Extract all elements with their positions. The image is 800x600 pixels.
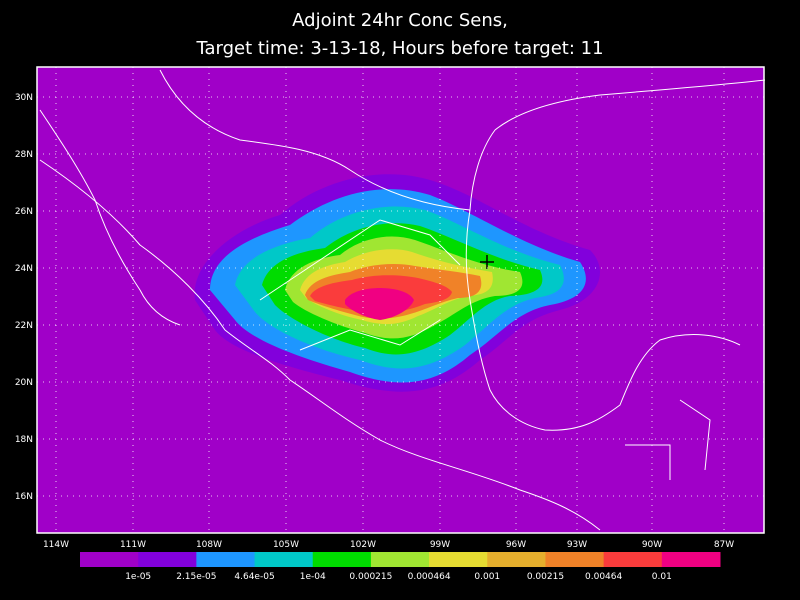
colorbar-label: 0.000215 bbox=[349, 572, 392, 582]
colorbar-label: 1e-04 bbox=[300, 572, 326, 582]
lon-label: 111W bbox=[120, 540, 146, 550]
lon-label: 93W bbox=[567, 540, 587, 550]
axis-labels: 30N 28N 26N 24N 22N 20N 18N 16N 114W 111W 108W 105W… bbox=[15, 67, 764, 550]
colorbar-swatch bbox=[254, 552, 314, 567]
lon-label: 102W bbox=[350, 540, 376, 550]
coastlines bbox=[39, 69, 766, 531]
lat-label: 16N bbox=[15, 492, 33, 502]
colorbar-label: 4.64e-05 bbox=[234, 572, 274, 582]
colorbar-swatch bbox=[370, 552, 430, 567]
colorbar-swatch bbox=[312, 552, 372, 567]
lat-label: 30N bbox=[15, 93, 33, 103]
colorbar-swatch bbox=[603, 552, 663, 567]
colorbar-label: 2.15e-05 bbox=[176, 572, 216, 582]
colorbar-swatch bbox=[429, 552, 488, 567]
colorbar-label: 0.00464 bbox=[585, 572, 622, 582]
lat-label: 26N bbox=[15, 207, 33, 217]
lon-label: 96W bbox=[506, 540, 526, 550]
sensitivity-field bbox=[194, 174, 600, 392]
lat-label: 24N bbox=[15, 264, 33, 274]
colorbar-label: 1e-05 bbox=[125, 572, 151, 582]
colorbar-swatch bbox=[196, 552, 256, 567]
colorbar-label: 0.000464 bbox=[408, 572, 451, 582]
lat-label: 20N bbox=[15, 378, 33, 388]
colorbar-label: 0.00215 bbox=[527, 572, 564, 582]
title-line-2: Target time: 3-13-18, Hours before targe… bbox=[195, 38, 603, 59]
colorbar-swatch bbox=[545, 552, 605, 567]
lat-label: 18N bbox=[15, 435, 33, 445]
title-line-1: Adjoint 24hr Conc Sens, bbox=[292, 10, 508, 31]
colorbar-swatch bbox=[487, 552, 546, 567]
colorbar-label: 0.001 bbox=[474, 572, 500, 582]
lon-label: 87W bbox=[714, 540, 734, 550]
lon-label: 114W bbox=[43, 540, 69, 550]
lat-label: 28N bbox=[15, 150, 33, 160]
lat-label: 22N bbox=[15, 321, 33, 331]
colorbar-swatch bbox=[138, 552, 197, 567]
lon-label: 108W bbox=[196, 540, 222, 550]
lon-label: 99W bbox=[430, 540, 450, 550]
lon-label: 105W bbox=[273, 540, 299, 550]
lon-label: 90W bbox=[642, 540, 662, 550]
colorbar-swatch bbox=[80, 552, 139, 567]
target-marker bbox=[480, 255, 494, 269]
colorbar: 1e-05 2.15e-05 4.64e-05 1e-04 0.000215 0.0004… bbox=[80, 552, 721, 582]
colorbar-swatch bbox=[661, 552, 721, 567]
colorbar-label: 0.01 bbox=[652, 572, 672, 582]
